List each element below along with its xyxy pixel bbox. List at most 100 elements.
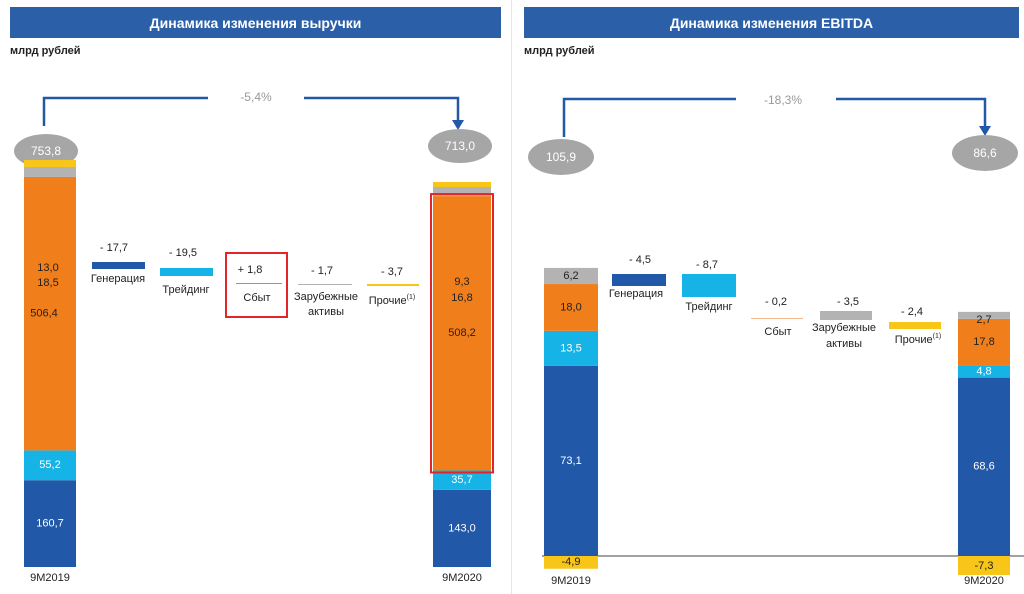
segment-label: 6,2	[563, 270, 578, 282]
bar-segment-yellow	[24, 159, 76, 167]
end-value-label: 713,0	[445, 139, 475, 153]
bar-segment-negative	[958, 556, 1010, 575]
bar-segment-orange	[544, 284, 598, 331]
segment-label: 18,5	[37, 277, 58, 289]
bar-segment-orange	[433, 196, 491, 471]
step-label-3: Сбыт	[243, 292, 270, 304]
change-percent: -5,4%	[240, 90, 272, 104]
step-bar-4	[298, 284, 352, 285]
step-label-3: Сбыт	[764, 326, 791, 338]
step-label-5: Прочие(1)	[895, 333, 941, 346]
step-value-1: - 17,7	[100, 242, 128, 254]
bracket-arrow	[979, 126, 991, 136]
ebitda-unit: млрд рублей	[524, 45, 595, 57]
bar-segment-gray	[544, 267, 598, 285]
step-label-4-line2: активы	[826, 338, 862, 350]
bar-segment-gray	[24, 166, 76, 177]
negative-label: -7,3	[975, 560, 994, 572]
bar-segment-dark_blue	[433, 489, 491, 567]
step-value-2: - 19,5	[169, 247, 197, 259]
step-bar-5	[889, 322, 941, 329]
start-bar-label: 9M2019	[551, 575, 591, 587]
start-value-oval	[14, 134, 78, 168]
step-value-5: - 2,4	[901, 306, 923, 318]
bar-segment-dark_blue	[24, 480, 76, 567]
bar-segment-light_blue	[24, 450, 76, 481]
step-bar-1	[612, 274, 666, 286]
negative-label: -4,9	[562, 556, 581, 568]
panel-divider	[511, 0, 512, 594]
segment-label: 13,0	[37, 262, 58, 274]
start-value-oval	[528, 139, 594, 175]
segment-label: 508,2	[448, 327, 476, 339]
segment-label: 35,7	[451, 474, 472, 486]
step-label-2: Трейдинг	[162, 284, 209, 296]
ebitda-title: Динамика изменения EBITDA	[524, 7, 1019, 38]
bracket-right-line	[304, 96, 460, 122]
bar-segment-orange	[958, 318, 1010, 366]
step-value-1: - 4,5	[629, 254, 651, 266]
end-value-oval	[952, 135, 1018, 171]
bar-segment-yellow	[433, 181, 491, 188]
step-bar-2	[682, 274, 736, 297]
step-value-5: - 3,7	[381, 266, 403, 278]
highlight-box-orange	[430, 193, 494, 474]
end-value-label: 86,6	[973, 146, 997, 160]
segment-label: 16,8	[451, 292, 472, 304]
segment-label: 160,7	[36, 518, 64, 530]
bar-segment-light_blue	[544, 330, 598, 366]
step-label-4: Зарубежные	[294, 291, 358, 303]
step-bar-3	[751, 318, 803, 319]
segment-label: 55,2	[39, 459, 60, 471]
step-bar-4	[820, 311, 872, 320]
change-percent: -18,3%	[764, 93, 802, 107]
start-value-label: 753,8	[31, 144, 61, 158]
step-label-2: Трейдинг	[685, 301, 732, 313]
step-value-3: - 0,2	[765, 296, 787, 308]
step-bar-5	[367, 284, 419, 286]
bar-segment-gray	[433, 187, 491, 197]
segment-label: 17,8	[973, 336, 994, 348]
step-value-3: + 1,8	[238, 264, 263, 276]
step-value-4: - 1,7	[311, 265, 333, 277]
ebitda-panel: Динамика изменения EBITDA млрд рублей -1…	[514, 0, 1024, 594]
bar-segment-light_blue	[958, 365, 1010, 378]
end-bar-label: 9M2020	[964, 575, 1004, 587]
end-value-oval	[428, 129, 492, 163]
step-label-5: Прочие(1)	[369, 294, 415, 307]
step-bar-2	[160, 268, 213, 276]
segment-label: 2,7	[976, 314, 991, 326]
segment-label: 18,0	[560, 301, 581, 313]
step-label-4-line2: активы	[308, 306, 344, 318]
step-bar-1	[92, 262, 145, 269]
ebitda-waterfall-chart: -18,3% 105,9 86,6 73,1 13,5 18,0 6,2 -4,9 9M2019…	[528, 93, 1024, 587]
bracket-left-line	[562, 97, 736, 137]
bracket-right-line	[836, 97, 987, 128]
step-label-4: Зарубежные	[812, 322, 876, 334]
revenue-title: Динамика изменения выручки	[10, 7, 501, 38]
step-bar-3	[236, 283, 282, 284]
segment-label: 143,0	[448, 522, 476, 534]
revenue-waterfall-chart: -5,4% 753,8 713,0 160,7 55,2 506,4 18,5 13,0 9M2…	[14, 90, 494, 584]
segment-label: 68,6	[973, 461, 994, 473]
bar-segment-orange	[24, 176, 76, 451]
revenue-panel: Динамика изменения выручки млрд рублей -…	[10, 7, 501, 584]
step-label-footnote: (1)	[407, 294, 416, 301]
start-bar-label: 9M2019	[30, 572, 70, 584]
bar-segment-dark_blue	[958, 377, 1010, 556]
segment-label: 13,5	[560, 342, 581, 354]
bar-segment-negative	[544, 556, 598, 569]
bar-segment-dark_blue	[544, 365, 598, 556]
step-label-1: Генерация	[609, 288, 663, 300]
revenue-unit: млрд рублей	[10, 45, 81, 57]
segment-label: 4,8	[976, 365, 991, 377]
step-label-footnote: (1)	[933, 333, 942, 340]
bracket-arrow	[452, 120, 464, 130]
bar-segment-gray	[958, 311, 1010, 319]
step-value-2: - 8,7	[696, 259, 718, 271]
segment-label: 73,1	[560, 455, 581, 467]
end-bar-label: 9M2020	[442, 572, 482, 584]
step-value-4: - 3,5	[837, 296, 859, 308]
highlight-box-sales	[225, 252, 288, 318]
bracket-left-line	[42, 96, 208, 126]
